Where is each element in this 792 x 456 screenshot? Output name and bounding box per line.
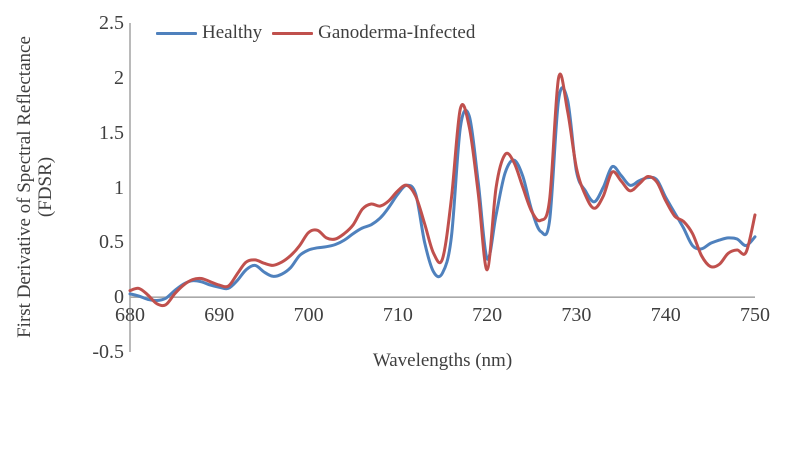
x-tick-label-720: 720 — [472, 304, 503, 326]
y-axis-title-line1: First Derivative of Spectral Reflectance — [14, 36, 35, 338]
legend-line-sample-healthy — [156, 31, 197, 35]
legend-item-ganoderma-infected: Ganoderma-Infected — [272, 22, 475, 44]
x-tick-label-690: 690 — [204, 304, 235, 326]
y-tick-label-0.5: 0.5 — [99, 231, 124, 254]
y-tick-label--0.5: -0.5 — [92, 341, 124, 363]
x-tick-label-680: 680 — [115, 304, 145, 326]
x-tick-label-730: 730 — [561, 304, 592, 326]
y-tick-label-0: 0 — [114, 286, 124, 309]
x-tick-label-740: 740 — [650, 304, 681, 326]
legend: Healthy Ganoderma-Infected — [156, 22, 475, 44]
y-tick-label-1: 1 — [114, 176, 124, 199]
legend-label-ganoderma-infected: Ganoderma-Infected — [318, 22, 476, 43]
x-tick-label-750: 750 — [740, 304, 770, 326]
y-tick-label-2.5: 2.5 — [99, 12, 124, 34]
series-line-ganoderma-infected — [128, 72, 757, 308]
legend-line-sample-ganoderma-infected — [272, 31, 314, 35]
legend-label-healthy: Healthy — [202, 22, 263, 43]
axes — [129, 23, 755, 352]
x-tick-label-710: 710 — [382, 304, 413, 326]
legend-item-healthy: Healthy — [156, 22, 262, 44]
series-lines — [128, 72, 757, 308]
y-axis-title: First Derivative of Spectral Reflectance… — [14, 15, 58, 359]
y-tick-label-2: 2 — [114, 66, 124, 89]
x-tick-label-700: 700 — [293, 304, 324, 326]
x-axis-title: Wavelengths (nm) — [372, 350, 513, 371]
y-axis-title-line2: (FDSR) — [35, 156, 56, 218]
y-tick-label-1.5: 1.5 — [99, 121, 124, 144]
